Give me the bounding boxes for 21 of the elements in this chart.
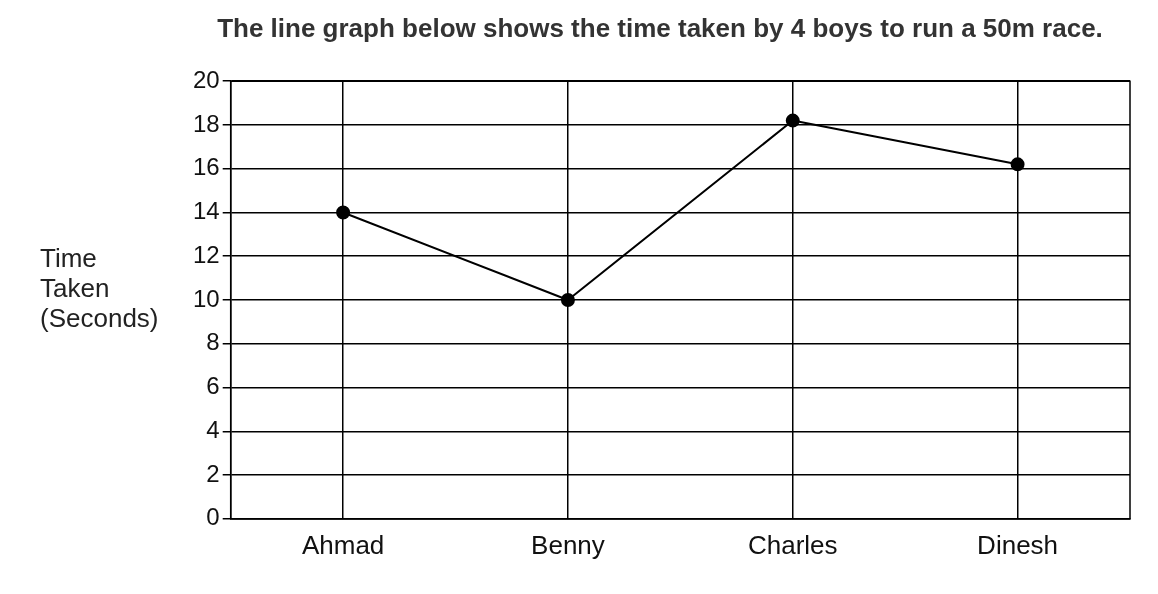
y-tick-label: 8: [206, 328, 220, 356]
y-tick-label: 10: [192, 284, 220, 312]
y-tick-label: 16: [192, 153, 220, 181]
y-tick-label: 18: [192, 109, 220, 137]
y-tick-label: 6: [206, 372, 220, 400]
y-tick-label: 2: [206, 459, 220, 487]
y-tick-label: 12: [192, 240, 220, 268]
point: [560, 293, 575, 307]
x-tick-label: Benny: [531, 529, 605, 560]
y-tick-label: 20: [192, 65, 220, 93]
x-tick-label: Charles: [747, 529, 838, 560]
y-tick-label: 4: [206, 415, 220, 443]
point: [785, 113, 800, 128]
chart-title: The line graph below shows the time taken by 4 boys to run a 50m race.: [217, 12, 1103, 43]
point: [336, 205, 351, 220]
point: [1010, 157, 1025, 172]
y-tick-label: 0: [206, 503, 220, 531]
x-tick-label: Dinesh: [977, 529, 1059, 560]
y-tick-label: 14: [192, 197, 220, 225]
y-axis-title: Time Taken (Seconds): [40, 243, 159, 334]
x-tick-label: Ahmad: [301, 529, 385, 560]
